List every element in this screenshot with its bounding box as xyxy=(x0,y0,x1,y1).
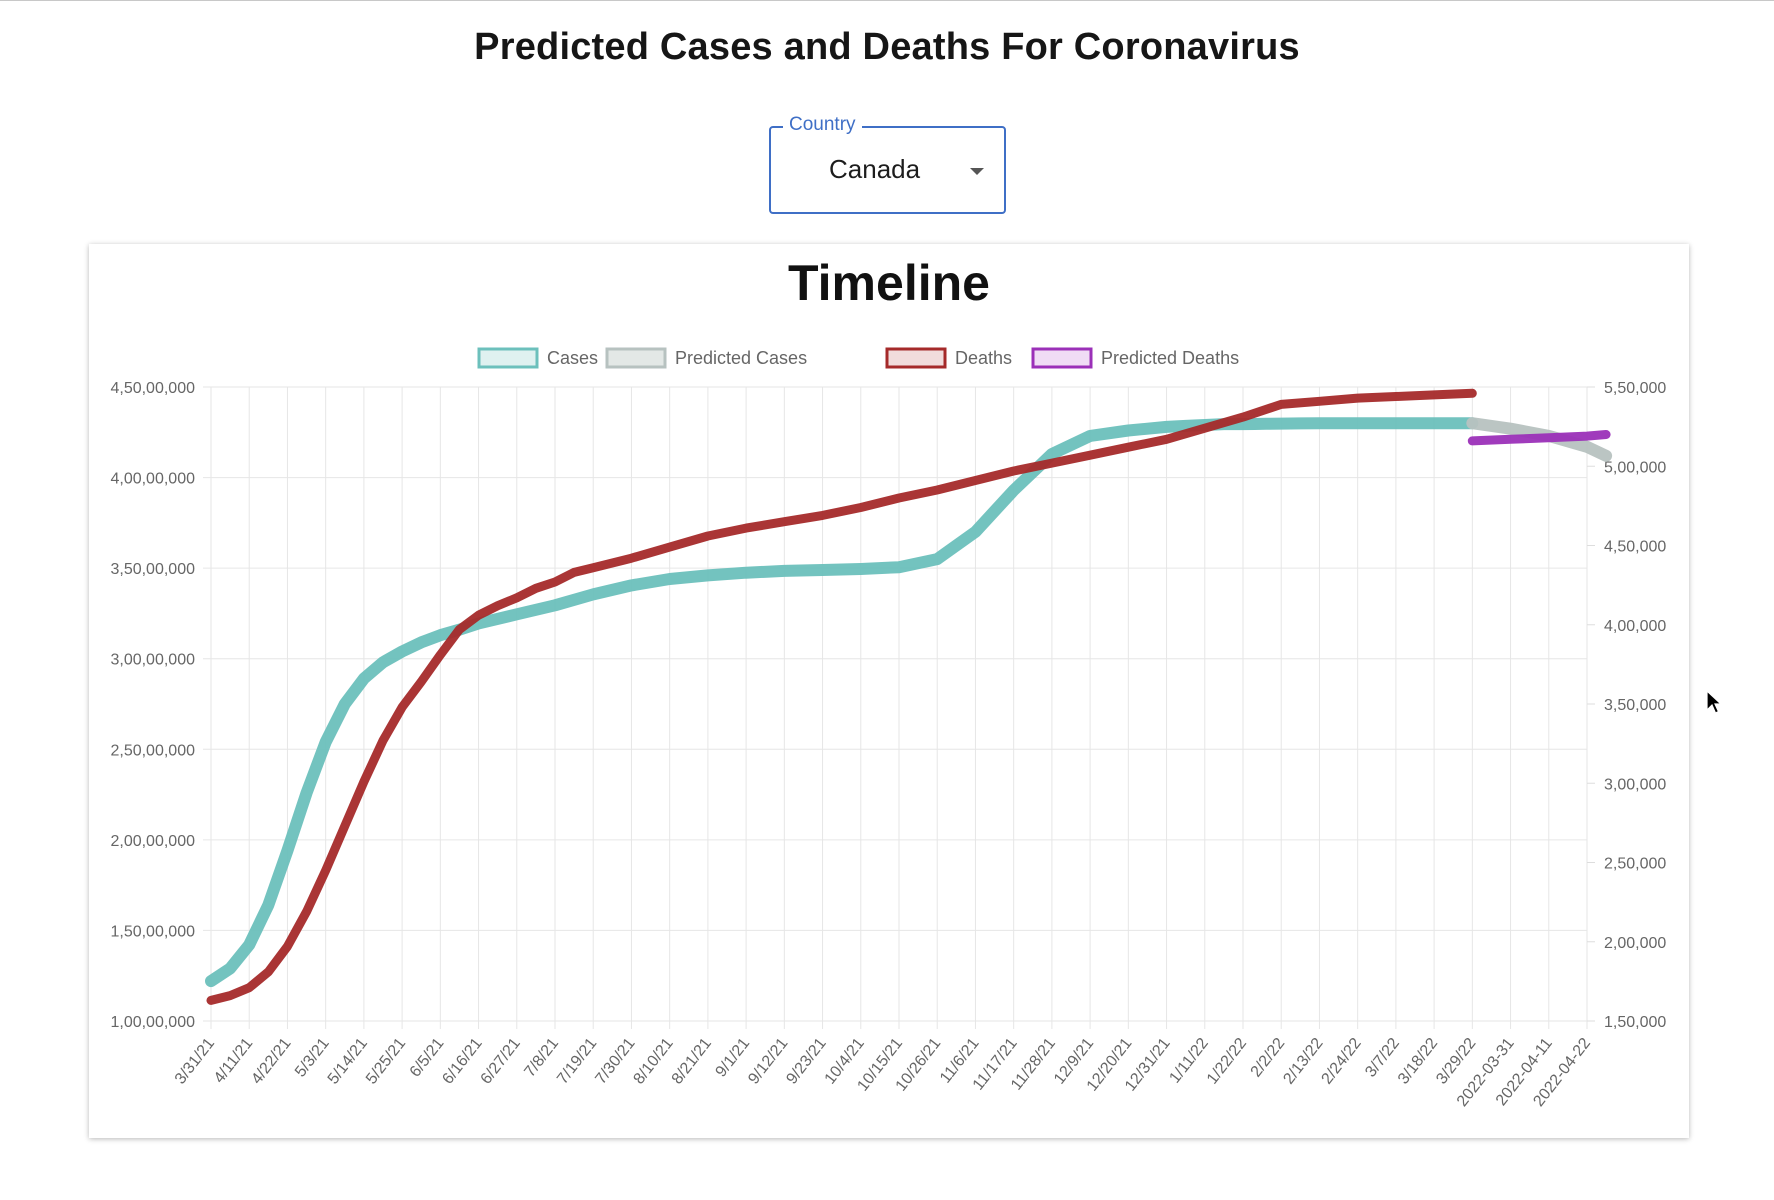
x-tick-label: 8/10/21 xyxy=(631,1035,677,1088)
x-tick-label: 7/30/21 xyxy=(592,1035,638,1088)
y-right-tick-label: 2,00,000 xyxy=(1604,935,1666,952)
x-tick-label: 9/12/21 xyxy=(745,1035,791,1088)
chart-title: Timeline xyxy=(788,255,990,311)
y-left-tick-label: 3,00,00,000 xyxy=(110,652,195,669)
legend-label: Cases xyxy=(547,348,598,368)
series-line-predicted-deaths xyxy=(1467,430,1611,446)
x-tick-label: 6/27/21 xyxy=(478,1035,524,1088)
x-tick-label: 2/13/22 xyxy=(1280,1035,1326,1088)
y-right-tick-label: 4,00,000 xyxy=(1604,618,1666,635)
x-tick-label: 5/25/21 xyxy=(363,1035,409,1088)
x-tick-label: 6/16/21 xyxy=(439,1035,485,1088)
y-left-tick-label: 1,50,00,000 xyxy=(110,923,195,940)
y-left-tick-label: 4,50,00,000 xyxy=(110,380,195,397)
legend-swatch xyxy=(477,347,539,369)
legend-label: Predicted Deaths xyxy=(1101,348,1239,368)
x-axis: 3/31/214/11/214/22/215/3/215/14/215/25/2… xyxy=(172,1035,1594,1110)
series-line-cases xyxy=(205,417,1479,988)
legend-swatch xyxy=(1031,347,1093,369)
chart-legend: Cases Predicted Cases Deaths Predicted Deat… xyxy=(477,347,1239,369)
y-right-tick-label: 5,50,000 xyxy=(1604,380,1666,397)
top-border xyxy=(0,0,1774,1)
y-right-tick-label: 2,50,000 xyxy=(1604,856,1666,873)
y-right-tick-label: 5,00,000 xyxy=(1604,459,1666,476)
country-select-label: Country xyxy=(783,114,862,136)
legend-label: Predicted Cases xyxy=(675,348,807,368)
x-tick-label: 1/22/22 xyxy=(1204,1035,1250,1088)
y-left-tick-label: 1,00,00,000 xyxy=(110,1014,195,1031)
x-tick-label: 8/21/21 xyxy=(669,1035,715,1088)
x-tick-label: 7/19/21 xyxy=(554,1035,600,1088)
series-line-deaths xyxy=(206,388,1477,1005)
legend-swatch xyxy=(885,347,947,369)
chart-grid xyxy=(203,386,1588,1029)
x-tick-label: 2/24/22 xyxy=(1319,1035,1365,1088)
y-left-tick-label: 2,50,00,000 xyxy=(110,742,195,759)
y-axis-left: 1,00,00,000 1,50,00,000 2,00,00,000 2,50,00… xyxy=(110,380,195,1031)
mouse-pointer-icon xyxy=(1706,690,1723,714)
chart-series xyxy=(205,388,1613,1005)
x-tick-label: 3/31/21 xyxy=(172,1035,218,1088)
caret-down-icon[interactable] xyxy=(970,168,984,175)
y-right-tick-label: 3,00,000 xyxy=(1604,776,1666,793)
y-right-tick-label: 1,50,000 xyxy=(1604,1014,1666,1031)
y-left-tick-label: 4,00,00,000 xyxy=(110,471,195,488)
x-tick-label: 3/18/22 xyxy=(1395,1035,1441,1088)
y-right-tick-label: 4,50,000 xyxy=(1604,539,1666,556)
country-select[interactable]: Country Canada xyxy=(769,114,1006,214)
chart-card: Timeline Cases Predicted Cases Deaths Predi… xyxy=(89,244,1689,1138)
x-tick-label: 9/23/21 xyxy=(783,1035,829,1088)
y-axis-right: 1,50,000 2,00,000 2,50,000 3,00,000 3,50,000… xyxy=(1587,380,1666,1031)
timeline-chart: Timeline Cases Predicted Cases Deaths Predi… xyxy=(110,255,1666,1110)
x-tick-label: 5/14/21 xyxy=(325,1035,371,1088)
page-title: Predicted Cases and Deaths For Coronavir… xyxy=(474,26,1300,68)
y-left-tick-label: 2,00,00,000 xyxy=(110,833,195,850)
legend-swatch xyxy=(605,347,667,369)
y-right-tick-label: 3,50,000 xyxy=(1604,697,1666,714)
y-left-tick-label: 3,50,00,000 xyxy=(110,561,195,578)
x-tick-label: 4/22/21 xyxy=(248,1035,294,1088)
legend-label: Deaths xyxy=(955,348,1012,368)
country-select-value: Canada xyxy=(829,154,921,184)
